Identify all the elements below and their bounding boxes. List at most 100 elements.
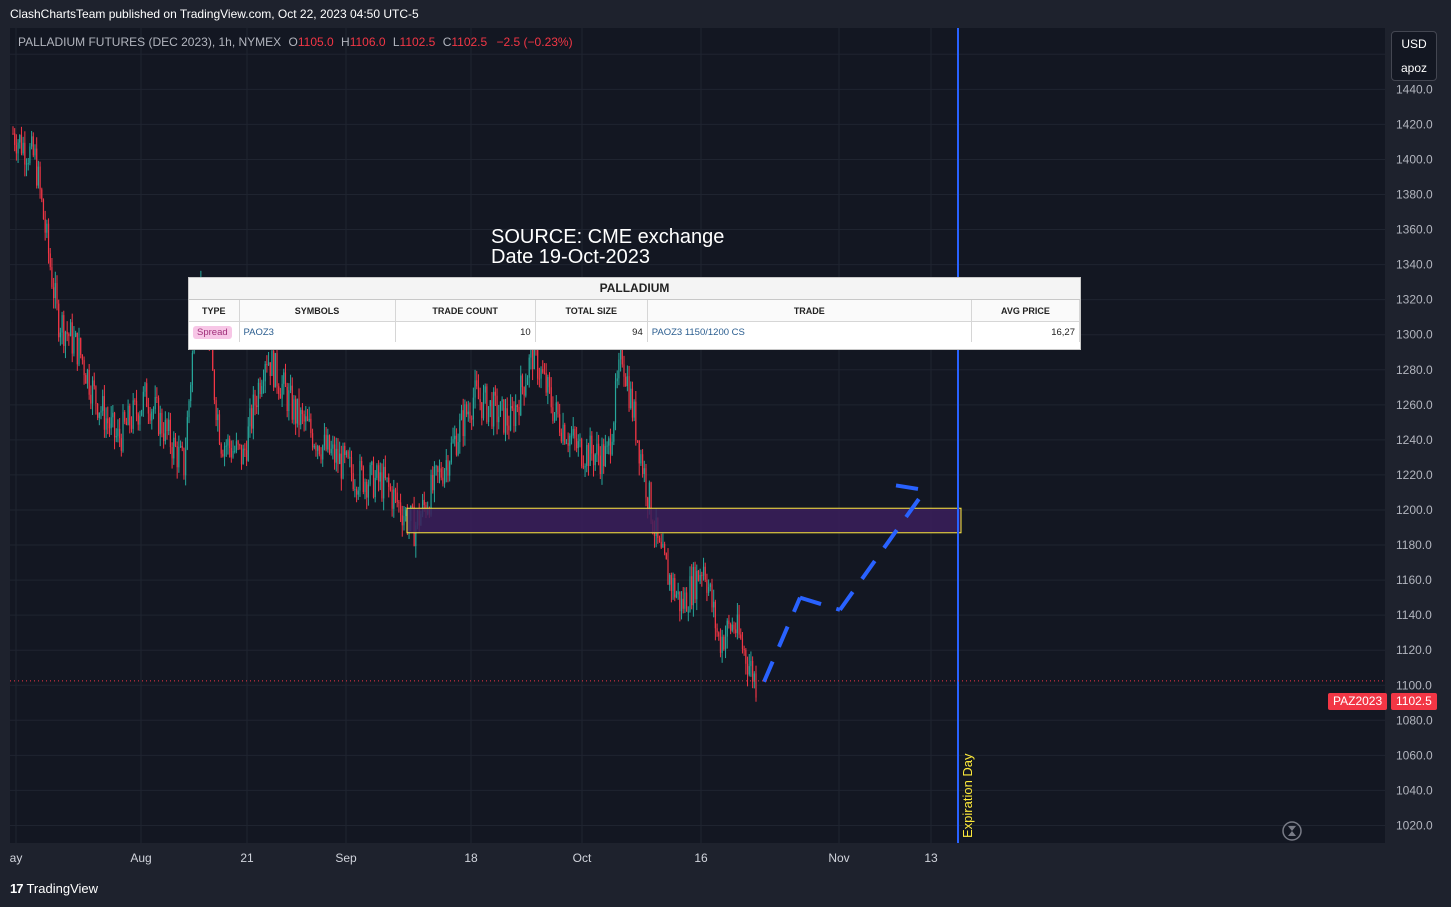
candle-body: [430, 475, 432, 515]
candle-body: [76, 332, 78, 365]
candle-body: [164, 419, 166, 442]
candle-body: [178, 446, 180, 468]
candle-body: [107, 418, 109, 424]
candle-body: [134, 400, 136, 402]
candle-body: [59, 332, 61, 338]
candle-body: [506, 408, 508, 426]
candle-body: [239, 444, 241, 446]
candle-body: [674, 578, 676, 598]
tv-brand-name: TradingView: [26, 881, 99, 896]
candle-body: [465, 404, 468, 415]
candle-body: [113, 412, 116, 438]
tv-logo-icon: 17: [10, 881, 24, 896]
candle-body: [650, 482, 652, 522]
reset-icon[interactable]: [1282, 821, 1302, 841]
candle-body: [528, 357, 530, 378]
candle-body: [218, 414, 221, 445]
candle-body: [521, 375, 524, 388]
candle-body: [24, 142, 26, 165]
col-avg-price: AVG PRICE: [971, 300, 1081, 322]
candle-body: [14, 133, 16, 146]
candle-body: [377, 465, 380, 482]
y-tick-label: 1120.0: [1396, 643, 1432, 657]
candle-body: [533, 336, 535, 370]
candle-body: [718, 632, 720, 637]
symbol-legend[interactable]: PALLADIUM FUTURES (DEC 2023), 1h, NYMEX …: [18, 35, 573, 49]
candle-body: [503, 399, 505, 433]
candle-body: [421, 499, 424, 515]
candle-body: [371, 461, 373, 466]
candle-body: [457, 442, 459, 455]
candle-body: [582, 466, 584, 468]
candle-body: [147, 406, 149, 414]
candle-body: [230, 447, 232, 458]
candle-body: [244, 448, 246, 451]
candle-body: [660, 541, 662, 548]
candle-body: [540, 369, 542, 379]
candle-body: [242, 448, 244, 465]
currency-selector[interactable]: USD apoz: [1391, 31, 1437, 81]
candle-body: [614, 381, 617, 423]
candle-body: [479, 399, 481, 403]
candle-body: [731, 624, 733, 631]
candle-body: [719, 636, 722, 653]
candle-body: [215, 400, 217, 421]
candle-body: [611, 441, 613, 455]
candle-body: [445, 460, 447, 471]
change-value: −2.5 (−0.23%): [496, 35, 573, 49]
y-tick-label: 1160.0: [1396, 573, 1432, 587]
candle-body: [327, 435, 329, 450]
candle-body: [391, 489, 393, 509]
col-trade: TRADE: [647, 300, 972, 322]
candle-body: [335, 448, 337, 463]
candle-body: [642, 454, 644, 475]
candle-body: [213, 370, 216, 401]
candle-body: [88, 369, 90, 395]
candle-body: [572, 428, 574, 436]
candle-body: [645, 468, 647, 498]
tradingview-logo[interactable]: 17 TradingView: [10, 881, 98, 896]
candle-body: [179, 445, 182, 447]
candle-body: [567, 442, 569, 446]
candle-body: [166, 419, 168, 432]
candle-body: [386, 477, 388, 479]
candle-body: [467, 411, 469, 415]
candle-body: [273, 351, 275, 388]
candle-body: [489, 400, 491, 407]
candle-body: [508, 425, 510, 431]
candle-body: [22, 142, 24, 154]
candle-body: [318, 446, 320, 455]
candle-body: [31, 136, 33, 147]
candle-body: [621, 347, 623, 365]
candle-body: [68, 333, 70, 337]
candle-body: [550, 387, 552, 408]
candle-body: [706, 579, 708, 593]
projection-path: [762, 483, 928, 683]
candle-body: [139, 415, 141, 425]
candle-body: [631, 388, 634, 418]
candle-body: [484, 386, 486, 393]
candle-body: [396, 492, 398, 503]
candle-body: [274, 353, 276, 388]
source-annotation: SOURCE: CME exchange Date 19-Oct-2023: [491, 227, 724, 267]
candle-body: [691, 576, 693, 606]
y-tick-label: 1180.0: [1396, 538, 1432, 552]
candle-body: [399, 502, 402, 516]
price-axis[interactable]: 1020.0 1040.0 1060.0 1080.0 1100.0 1120.0 1140…: [1396, 47, 1433, 832]
candle-body: [564, 424, 566, 444]
candle-body: [93, 380, 95, 387]
candle-body: [347, 451, 349, 458]
symbol-price-tag: PAZ2023: [1328, 693, 1388, 710]
candle-body: [547, 377, 549, 393]
candle-body: [520, 375, 522, 416]
time-axis[interactable]: ay Aug 21 Sep 18 Oct 16 Nov 13: [10, 851, 938, 865]
candle-body: [355, 489, 358, 495]
candle-body: [575, 438, 578, 449]
candle-body: [240, 444, 243, 465]
candle-body: [740, 634, 742, 639]
candle-body: [689, 576, 691, 612]
candle-body: [103, 396, 105, 430]
candle-body: [708, 586, 710, 593]
y-tick-label: 1420.0: [1396, 117, 1433, 131]
